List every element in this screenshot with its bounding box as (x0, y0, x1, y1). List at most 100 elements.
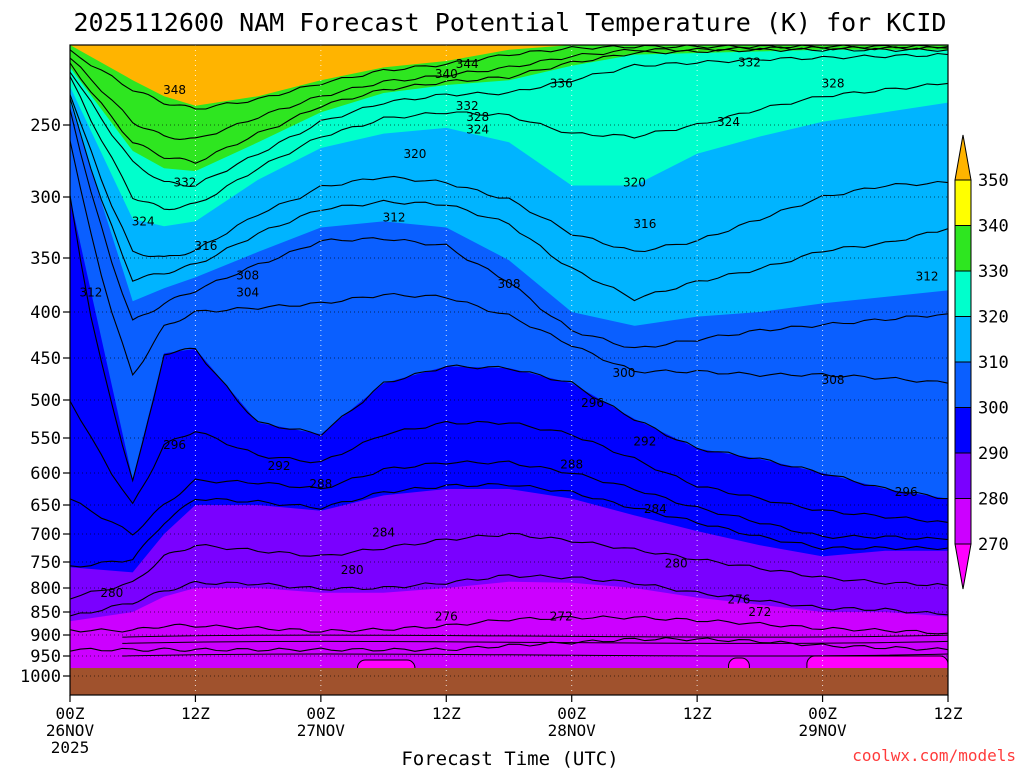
contour-label: 348 (163, 83, 186, 97)
contour-label: 320 (403, 147, 426, 161)
contour-label: 324 (132, 214, 155, 228)
colorbar-label: 290 (978, 444, 1009, 464)
x-tick-time: 12Z (181, 704, 210, 723)
y-tick-label: 500 (30, 391, 61, 411)
x-tick-year: 2025 (51, 738, 90, 757)
y-tick-label: 1000 (20, 667, 61, 687)
contour-line-308 (70, 109, 948, 349)
contour-label: 292 (268, 459, 291, 473)
contour-line-300 (70, 195, 948, 500)
credit-text: coolwx.com/models (852, 746, 1016, 765)
surface-contour-2 (122, 653, 948, 657)
contour-line-292 (70, 460, 948, 541)
y-tick-label: 800 (30, 579, 61, 599)
y-axis: 250 300 350 400 450 500 550 600 650 700 750 800 850 9… (20, 116, 70, 687)
colorbar-band (954, 225, 972, 272)
contour-label: 292 (633, 435, 656, 449)
colorbar-label: 330 (978, 262, 1009, 282)
x-tick-time: 12Z (934, 704, 963, 723)
x-tick-date: 28NOV (548, 721, 597, 740)
contour-label: 296 (163, 438, 186, 452)
ground-surface (70, 668, 948, 695)
contour-lines (70, 45, 948, 657)
contour-label: 328 (466, 110, 489, 124)
x-tick-time: 12Z (683, 704, 712, 723)
contour-label: 296 (895, 485, 918, 499)
contour-label: 304 (236, 286, 259, 300)
x-tick-time: 00Z (56, 704, 85, 723)
y-tick-label: 950 (30, 647, 61, 667)
colorbar-label: 310 (978, 353, 1009, 373)
surface-contour-0 (122, 634, 948, 638)
contour-label: 308 (498, 277, 521, 291)
contour-label: 308 (236, 268, 259, 282)
y-tick-label: 600 (30, 464, 61, 484)
contour-label: 288 (309, 477, 332, 491)
contour-line-280 (70, 574, 948, 617)
y-tick-label: 300 (30, 188, 61, 208)
contour-label: 312 (383, 211, 406, 225)
contour-label: 332 (456, 99, 479, 113)
colorbar-label: 350 (978, 171, 1009, 191)
contour-label: 324 (466, 122, 489, 136)
contour-label: 272 (748, 605, 771, 619)
contour-label: 320 (623, 176, 646, 190)
colorbar-band (954, 407, 972, 454)
contour-label: 296 (581, 396, 604, 410)
contour-label: 288 (560, 458, 583, 472)
colorbar-band (954, 179, 972, 226)
contour-label: 280 (341, 563, 364, 577)
contour-label: 276 (435, 610, 458, 624)
contour-line-276 (70, 615, 948, 635)
contour-label: 284 (372, 525, 395, 539)
x-tick-time: 00Z (306, 704, 335, 723)
contour-line-284 (70, 532, 948, 600)
contour-label: 300 (613, 366, 636, 380)
contour-label: 272 (550, 610, 573, 624)
contour-label: 316 (194, 239, 217, 253)
colorbar-label: 300 (978, 399, 1009, 419)
y-tick-label: 550 (30, 429, 61, 449)
x-axis-label: Forecast Time (UTC) (401, 748, 618, 768)
contour-line-332 (70, 47, 948, 164)
contour-label: 336 (550, 76, 573, 90)
contour-line-328 (70, 52, 948, 188)
contour-line-288 (70, 483, 948, 568)
contour-line-316 (70, 94, 948, 257)
contour-label: 312 (916, 269, 939, 283)
contour-label: 324 (717, 115, 740, 129)
contour-label: 284 (644, 502, 667, 516)
contour-label: 312 (79, 286, 102, 300)
colorbar-bottom-triangle (954, 543, 972, 590)
contour-line-312 (70, 97, 948, 302)
colorbar-label: 320 (978, 308, 1009, 328)
contour-label: 316 (633, 217, 656, 231)
x-tick-time: 00Z (557, 704, 586, 723)
x-tick-date: 26NOV (46, 721, 95, 740)
contour-line-324 (70, 76, 948, 211)
grid-lines (70, 45, 948, 695)
y-tick-label: 850 (30, 603, 61, 623)
ground-layer (70, 668, 948, 695)
contour-label: 332 (174, 176, 197, 190)
plot-frame (69, 44, 949, 696)
chart-title: 2025112600 NAM Forecast Potential Temper… (74, 8, 947, 37)
y-tick-label: 450 (30, 349, 61, 369)
colorbar-band (954, 498, 972, 545)
x-tick-date: 27NOV (297, 721, 346, 740)
y-tick-label: 350 (30, 249, 61, 269)
y-tick-label: 750 (30, 553, 61, 573)
surface-contour-1 (122, 640, 948, 644)
contour-line-304 (70, 140, 948, 384)
contour-line-296 (70, 400, 948, 523)
x-tick-time: 12Z (432, 704, 461, 723)
colorbar-label: 340 (978, 217, 1009, 237)
y-tick-label: 900 (30, 626, 61, 646)
filled-contours (70, 45, 948, 695)
contour-label: 344 (456, 57, 479, 71)
colorbar-label: 270 (978, 535, 1009, 555)
contour-line-344 (70, 45, 948, 110)
contour-label: 276 (727, 593, 750, 607)
